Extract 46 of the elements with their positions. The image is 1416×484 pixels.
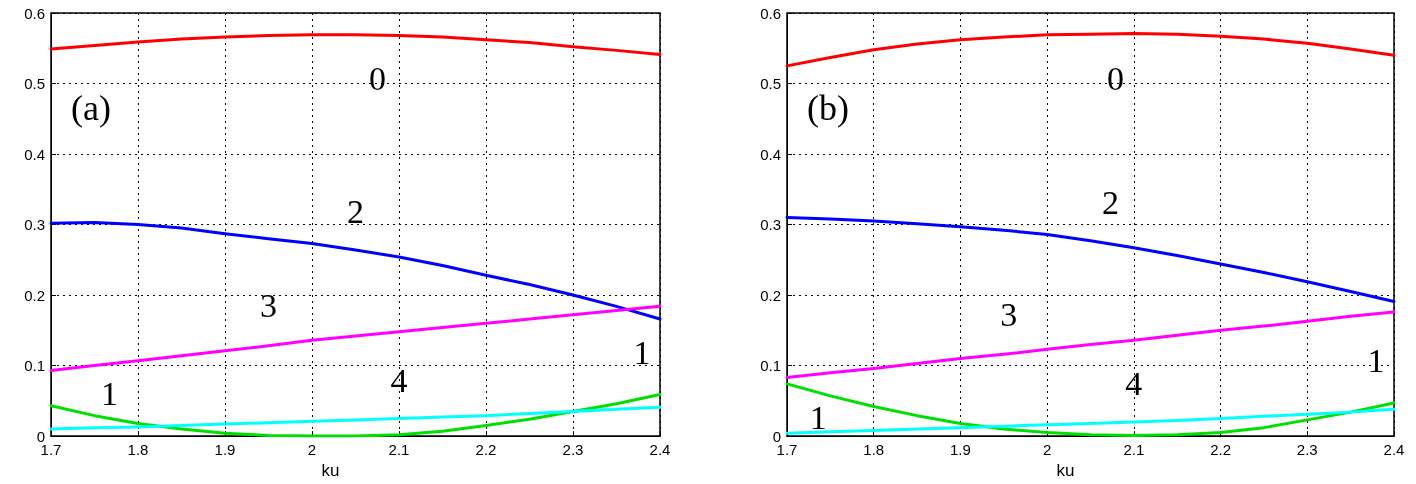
text: 1 (633, 334, 651, 371)
series-label: 1 (101, 375, 118, 413)
annotation: (b) (807, 88, 849, 128)
y-tick-label: 0.4 (24, 145, 45, 163)
x-tick-label: 2.4 (649, 441, 671, 459)
x-tick-label: 2.1 (1123, 441, 1145, 459)
y-tick-label: 0.2 (760, 286, 781, 304)
series-label: 3 (260, 287, 277, 325)
x-tick-label: 2 (307, 441, 317, 459)
x-tick-label: 2.4 (1383, 441, 1405, 459)
series-label: 1 (809, 399, 827, 437)
series-label: 0 (369, 60, 386, 98)
x-tick-label: 2.2 (1210, 441, 1231, 459)
series-label: 4 (390, 361, 408, 399)
x-tick-label: 1.9 (214, 441, 236, 459)
x-tick-label: 1.8 (863, 441, 885, 459)
line-series (49, 33, 662, 57)
x-tick-label: 2.2 (475, 441, 497, 459)
x-tick-label: 2.3 (562, 441, 584, 459)
x-tick-label: 1.9 (950, 441, 971, 459)
x-tick-label: 2.1 (388, 441, 410, 459)
x-axis-title: ku (1056, 461, 1075, 480)
y-tick-label: 0.1 (24, 357, 45, 375)
line-series (49, 405, 662, 431)
series-label: 4 (1125, 365, 1143, 403)
series-label: 3 (1000, 295, 1018, 333)
y-tick-label: 0.4 (760, 145, 781, 163)
annotation: (a) (71, 88, 111, 128)
series-label: 0 (1107, 59, 1124, 97)
y-tick-label: 0.5 (760, 75, 781, 93)
y-tick-label: 0.3 (760, 216, 781, 234)
x-tick-label: 2 (1042, 441, 1052, 459)
text: 1 (1367, 342, 1385, 380)
line-series (785, 31, 1396, 68)
x-tick-label: 1.8 (127, 441, 149, 459)
series-label: 2 (1102, 184, 1119, 222)
y-tick-label: 0.6 (24, 4, 45, 22)
y-tick-label: 0.1 (760, 357, 781, 375)
line-series (785, 216, 1396, 303)
x-tick-label: 2.3 (1296, 441, 1318, 459)
y-tick-label: 0.2 (24, 286, 45, 304)
x-axis-title: ku (321, 461, 340, 480)
series-label: 2 (347, 193, 364, 231)
y-tick-label: 0.5 (24, 75, 45, 93)
y-tick-label: 0.6 (760, 4, 781, 22)
y-tick-label: 0.3 (24, 216, 45, 234)
